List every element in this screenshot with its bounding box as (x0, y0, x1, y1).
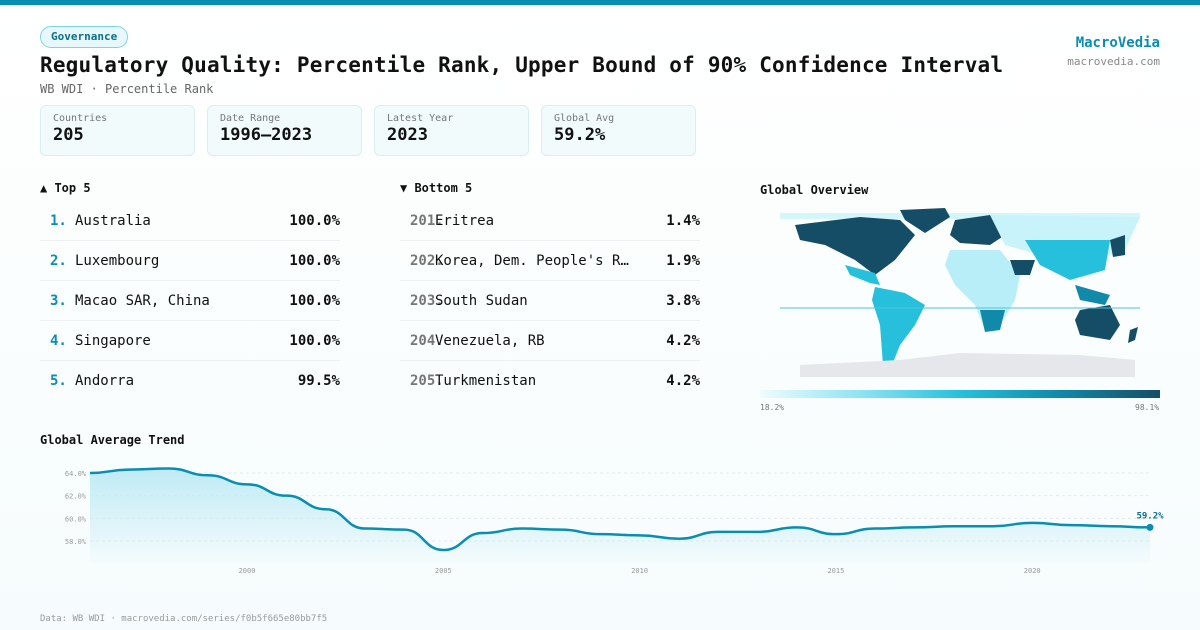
item-rank: 201. (410, 212, 444, 229)
item-name: Turkmenistan (435, 373, 537, 389)
top-5-heading: ▲ Top 5 (40, 181, 91, 195)
stat-label: Countries (53, 113, 108, 124)
item-value: 100.0% (289, 212, 340, 229)
list-item[interactable]: 203. South Sudan 3.8% (400, 281, 700, 321)
category-badge[interactable]: Governance (40, 26, 129, 48)
region-europe[interactable] (950, 215, 1005, 245)
trend-heading: Global Average Trend (40, 433, 185, 447)
region-southern-africa[interactable] (980, 310, 1005, 332)
footer-source: Data: WB WDI · macrovedia.com/series/f0b… (40, 614, 328, 624)
item-rank: 205. (410, 373, 444, 389)
bottom-5-heading: ▼ Bottom 5 (400, 181, 473, 195)
item-name: Andorra (75, 373, 135, 389)
x-tick-label: 2015 (827, 567, 844, 575)
arctic-region (780, 213, 1140, 219)
item-name: Venezuela, RB (435, 332, 545, 349)
item-rank: 4. (50, 332, 67, 349)
stat-global-avg: Global Avg 59.2% (541, 105, 696, 156)
y-tick-label: 60.0% (65, 515, 87, 523)
item-rank: 203. (410, 292, 444, 309)
item-rank: 204. (410, 332, 444, 349)
x-tick-label: 2020 (1024, 567, 1041, 575)
x-tick-label: 2005 (435, 567, 452, 575)
region-japan[interactable] (1110, 235, 1125, 257)
color-legend (760, 390, 1160, 398)
stat-value: 59.2% (554, 125, 606, 145)
list-item[interactable]: 201. Eritrea 1.4% (400, 201, 700, 241)
item-value: 100.0% (289, 332, 340, 349)
stat-value: 1996–2023 (220, 125, 313, 145)
y-tick-label: 58.0% (65, 538, 87, 546)
item-value: 4.2% (666, 332, 700, 349)
legend-max: 98.1% (1135, 403, 1160, 412)
region-antarctica (800, 353, 1135, 377)
stat-value: 2023 (387, 125, 428, 145)
x-tick-label: 2010 (631, 567, 648, 575)
item-value: 99.5% (297, 373, 340, 389)
page-subtitle: WB WDI · Percentile Rank (40, 82, 214, 96)
trend-area (90, 468, 1150, 563)
list-item[interactable]: 1. Australia 100.0% (40, 201, 340, 241)
stat-label: Latest Year (387, 113, 454, 124)
region-new-zealand[interactable] (1128, 327, 1138, 343)
top-5-list: ▲ Top 5 1. Australia 100.0% 2. Luxembourg 100… (40, 181, 340, 401)
item-name: Australia (75, 212, 151, 229)
list-item[interactable]: 205. Turkmenistan 4.2% (400, 361, 700, 401)
y-tick-label: 64.0% (65, 470, 87, 478)
list-item[interactable]: 4. Singapore 100.0% (40, 321, 340, 361)
map-heading: Global Overview (760, 183, 869, 197)
stat-countries: Countries 205 (40, 105, 195, 156)
stat-value: 205 (53, 125, 84, 145)
bottom-5-list: ▼ Bottom 5 201. Eritrea 1.4% 202. Korea, Dem… (400, 181, 700, 401)
brand-logo[interactable]: MacroVedia (1075, 35, 1160, 51)
item-value: 100.0% (289, 252, 340, 269)
trend-line (89, 467, 1151, 552)
region-north-america[interactable] (795, 217, 915, 275)
item-rank: 2. (50, 252, 67, 269)
stat-date-range: Date Range 1996–2023 (207, 105, 362, 156)
region-south-america[interactable] (872, 287, 925, 370)
world-map[interactable] (780, 205, 1140, 380)
list-item[interactable]: 202. Korea, Dem. People's Rep. 1.9% (400, 241, 700, 281)
item-value: 1.9% (666, 252, 700, 269)
legend-min: 18.2% (760, 403, 785, 412)
item-name: Korea, Dem. People's Rep. (435, 252, 630, 269)
item-name: Singapore (75, 332, 151, 349)
item-name: Eritrea (435, 212, 495, 229)
item-value: 4.2% (666, 373, 700, 389)
item-rank: 5. (50, 373, 67, 389)
stat-latest-year: Latest Year 2023 (374, 105, 529, 156)
list-item[interactable]: 3. Macao SAR, China 100.0% (40, 281, 340, 321)
item-value: 3.8% (666, 292, 700, 309)
item-rank: 202. (410, 252, 444, 269)
item-name: Luxembourg (75, 252, 160, 269)
brand-url[interactable]: macrovedia.com (1067, 55, 1160, 68)
region-southeast-asia[interactable] (1075, 285, 1110, 305)
item-value: 1.4% (666, 212, 700, 229)
last-point-marker (1146, 523, 1154, 531)
y-tick-label: 62.0% (65, 493, 87, 501)
top-accent-bar (0, 0, 1200, 5)
x-tick-label: 2000 (239, 567, 256, 575)
region-central-america[interactable] (845, 265, 880, 285)
page-title: Regulatory Quality: Percentile Rank, Upp… (40, 53, 1004, 77)
item-name: Macao SAR, China (75, 292, 210, 309)
item-value: 100.0% (289, 292, 340, 309)
region-greenland[interactable] (900, 208, 950, 233)
item-rank: 1. (50, 212, 67, 229)
last-value-label: 59.2% (1136, 511, 1164, 521)
trend-chart[interactable]: 58.0% 60.0% 62.0% 64.0% 2000 2005 2010 2015 2020… (0, 455, 1200, 585)
region-middle-east[interactable] (1010, 260, 1035, 275)
item-rank: 3. (50, 292, 67, 309)
region-asia[interactable] (1025, 240, 1110, 280)
list-item[interactable]: 2. Luxembourg 100.0% (40, 241, 340, 281)
list-item[interactable]: 5. Andorra 99.5% (40, 361, 340, 401)
stats-row: Countries 205 Date Range 1996–2023 Latest … (40, 105, 696, 156)
stat-label: Date Range (220, 113, 281, 124)
item-name: South Sudan (435, 292, 528, 309)
region-australia[interactable] (1075, 305, 1120, 340)
stat-label: Global Avg (554, 113, 615, 124)
list-item[interactable]: 204. Venezuela, RB 4.2% (400, 321, 700, 361)
